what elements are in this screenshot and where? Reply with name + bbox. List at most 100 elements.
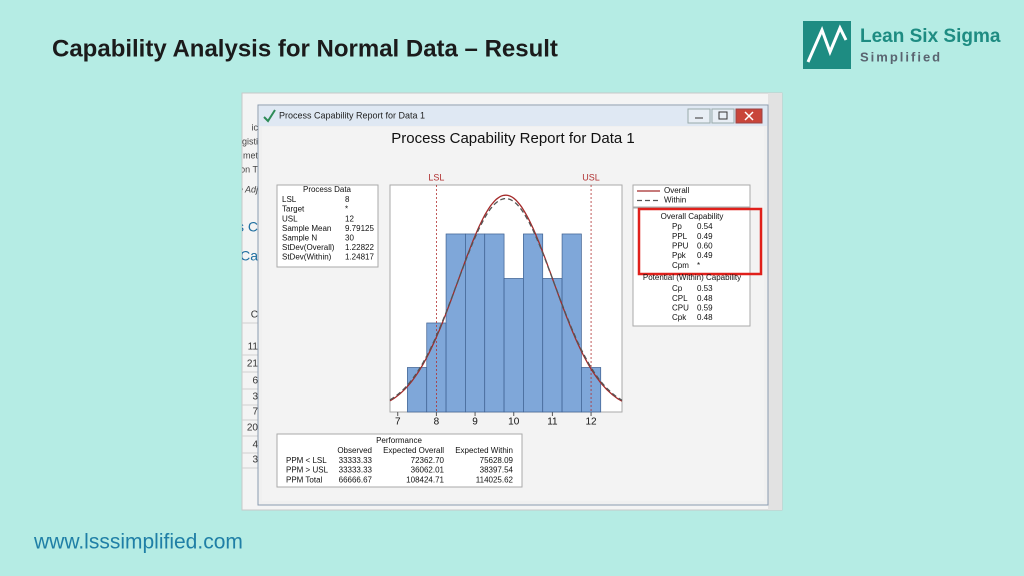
table-header: Expected Within [455, 446, 513, 455]
table-label: Cpm [672, 261, 689, 270]
x-tick-label: 7 [395, 417, 401, 428]
table-header: Observed [337, 446, 372, 455]
background-row-label: 11 [248, 342, 259, 353]
background-row-label: 3 [252, 455, 258, 466]
table-value: 114025.62 [476, 475, 514, 484]
slide-title: Capability Analysis for Normal Data – Re… [52, 35, 558, 62]
background-fragment: on T [240, 164, 258, 174]
logo-name: Lean Six Sigma [860, 26, 1001, 47]
table-value: 0.54 [697, 222, 713, 231]
table-title: Overall Capability [661, 212, 724, 221]
background-scroll [768, 93, 782, 510]
fit-curve [389, 194, 623, 402]
table-label: StDev(Overall) [282, 243, 335, 252]
background-fragment: s Ca [229, 248, 258, 264]
background-row-label: 4 [252, 440, 258, 451]
table-value: 108424.71 [406, 475, 444, 484]
table-value: 9.79125 [345, 224, 374, 233]
table-value: 38397.54 [480, 466, 514, 475]
table-value: 75628.09 [480, 456, 514, 465]
table-label: Target [282, 205, 305, 214]
spec-label: USL [582, 172, 600, 182]
maximize-icon [718, 111, 728, 120]
background-row-label: 3 [252, 392, 258, 403]
table-value: 0.49 [697, 232, 713, 241]
minimize-button[interactable] [687, 108, 711, 124]
table-label: PPM > USL [286, 466, 329, 475]
report-title: Process Capability Report for Data 1 [391, 130, 634, 147]
table-value: 30 [345, 234, 354, 243]
table-value: 0.49 [697, 251, 713, 260]
table-label: PPL [672, 232, 688, 241]
table-value: 36062.01 [411, 466, 445, 475]
bar [503, 278, 524, 413]
table-value: 33333.33 [339, 456, 373, 465]
x-tick-label: 11 [547, 417, 558, 428]
close-icon [744, 111, 754, 121]
background-fragments: ic gisti met on T e Adj s C s Ca C 11 21 6 3 7 20 4 3 [229, 122, 259, 469]
table-title: Potential (Within) Capability [643, 273, 741, 282]
logo-zigzag [806, 24, 848, 63]
bar [445, 233, 466, 413]
footer-url: www.lsssimplified.com [33, 531, 243, 554]
table-label: Pp [672, 222, 682, 231]
highlight-box [637, 207, 763, 276]
table-label: USL [282, 214, 298, 223]
table-value: 0.48 [697, 294, 713, 303]
table-label: PPM Total [286, 475, 323, 484]
table-label: PPU [672, 242, 689, 251]
capability-box [632, 207, 751, 327]
table-label: CPU [672, 304, 689, 313]
table-label: Cp [672, 284, 683, 293]
window-title: Process Capability Report for Data 1 [279, 110, 425, 120]
background-row-label: 21 [247, 359, 259, 370]
table-value: 1.24817 [345, 253, 374, 262]
logo-tagline: Simplified [860, 49, 942, 64]
legend-label: Within [664, 196, 686, 205]
table-value: * [345, 205, 348, 214]
table-value: 0.48 [697, 313, 713, 322]
process-data-box [276, 184, 379, 268]
table-value: 1.22822 [345, 243, 374, 252]
background-fragment: ic [252, 122, 259, 132]
logo: Lean Six Sigma Simplified [803, 21, 1001, 69]
background-fragment: gisti [242, 136, 258, 146]
x-tick-label: 12 [586, 417, 598, 428]
background-row-label: C [251, 310, 258, 321]
table-label: Sample N [282, 234, 317, 243]
table-value: 33333.33 [339, 466, 373, 475]
table-label: StDev(Within) [282, 253, 332, 262]
bar [484, 233, 505, 413]
window-icon [263, 109, 276, 123]
title-bar [259, 106, 767, 126]
table-value: 0.59 [697, 304, 713, 313]
background-fragment: e Adj [238, 184, 259, 194]
background-row-label: 7 [252, 407, 258, 418]
table-label: Ppk [672, 251, 687, 260]
table-value: 12 [345, 214, 354, 223]
background-row-label: 20 [247, 423, 259, 434]
table-label: CPL [672, 294, 688, 303]
background-row-label: 6 [252, 376, 258, 387]
table-header: Expected Overall [383, 446, 444, 455]
x-tick-label: 8 [434, 417, 440, 428]
table-label: Sample Mean [282, 224, 331, 233]
x-tick-label: 10 [508, 417, 520, 428]
table-value: * [697, 261, 700, 270]
spec-label: LSL [428, 172, 444, 182]
bar [561, 233, 582, 413]
maximize-button[interactable] [711, 108, 735, 124]
table-title: Process Data [303, 185, 352, 194]
bar [523, 233, 544, 413]
legend-box [632, 184, 751, 208]
background-fragment: s C [237, 219, 258, 235]
table-value: 0.60 [697, 242, 713, 251]
table-value: 8 [345, 195, 350, 204]
table-label: PPM < LSL [286, 456, 327, 465]
table-value: 72362.70 [411, 456, 445, 465]
table-label: Cpk [672, 313, 687, 322]
table-label: LSL [282, 195, 297, 204]
table-value: 66666.67 [339, 475, 373, 484]
